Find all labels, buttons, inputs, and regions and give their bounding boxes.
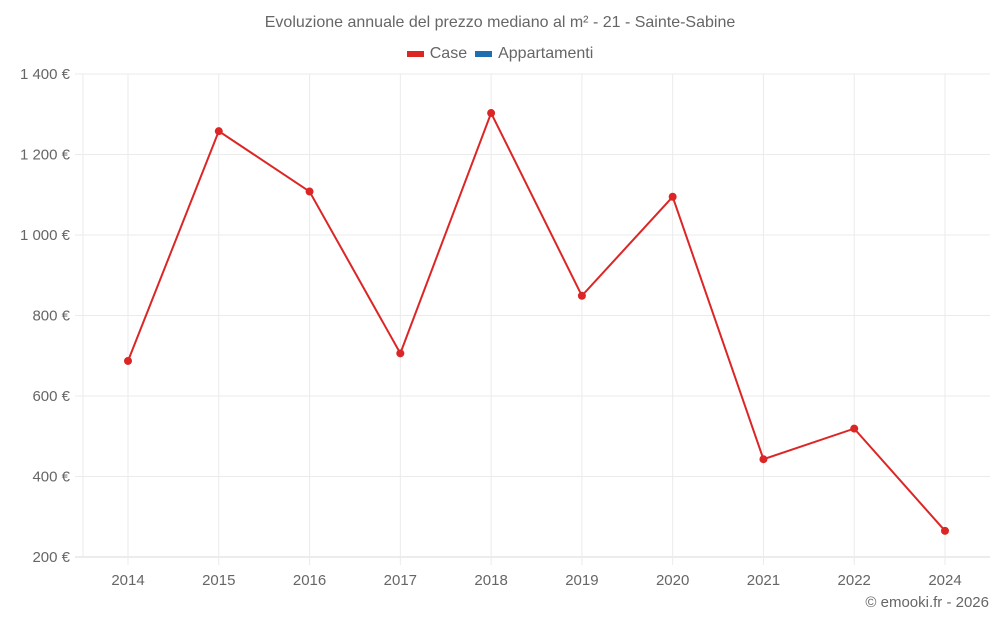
data-point[interactable] [577, 291, 586, 300]
x-tick-label: 2022 [838, 572, 871, 589]
y-tick-label: 400 € [32, 469, 70, 486]
grid-lines [75, 73, 990, 565]
y-tick-label: 200 € [32, 549, 70, 566]
x-tick-label: 2018 [474, 572, 507, 589]
legend-item-appartamenti[interactable]: Appartamenti [475, 45, 593, 63]
legend-swatch-case [406, 51, 424, 57]
legend-swatch-appartamenti [475, 51, 493, 57]
x-tick-label: 2024 [928, 572, 961, 589]
y-tick-label: 1 000 € [20, 227, 71, 244]
legend: Case Appartamenti [0, 45, 1000, 63]
x-tick-label: 2021 [747, 572, 780, 589]
x-tick-label: 2020 [656, 572, 689, 589]
x-tick-label: 2019 [565, 572, 598, 589]
legend-item-case[interactable]: Case [406, 45, 468, 63]
y-axis: 200 € 400 € 600 € 800 € 1 000 € 1 200 € 1 400 … [20, 66, 71, 566]
x-axis: 2014 2015 2016 2017 2018 2019 2020 2021 2022 2024 [111, 572, 961, 589]
data-point[interactable] [850, 424, 859, 433]
series-line [127, 110, 946, 532]
x-tick-label: 2015 [202, 572, 235, 589]
chart-title: Evoluzione annuale del prezzo mediano al… [264, 14, 736, 31]
y-tick-label: 600 € [32, 388, 70, 405]
y-tick-label: 1 200 € [20, 147, 71, 164]
data-point[interactable] [396, 349, 405, 358]
data-point[interactable] [124, 356, 132, 365]
x-tick-label: 2016 [293, 572, 326, 589]
data-point[interactable] [759, 455, 768, 464]
legend-label-case: Case [429, 45, 468, 62]
data-point[interactable] [305, 187, 314, 196]
credit-text: © emooki.fr - 2026 [865, 594, 989, 611]
y-tick-label: 1 400 € [20, 66, 71, 83]
data-point[interactable] [214, 127, 223, 136]
data-point[interactable] [487, 109, 496, 118]
series-case [124, 109, 949, 535]
data-point[interactable] [941, 526, 949, 535]
legend-label-appartamenti: Appartamenti [498, 45, 594, 62]
x-tick-label: 2017 [384, 572, 417, 589]
y-tick-label: 800 € [32, 308, 70, 325]
data-point[interactable] [668, 192, 677, 201]
x-tick-label: 2014 [111, 572, 144, 589]
